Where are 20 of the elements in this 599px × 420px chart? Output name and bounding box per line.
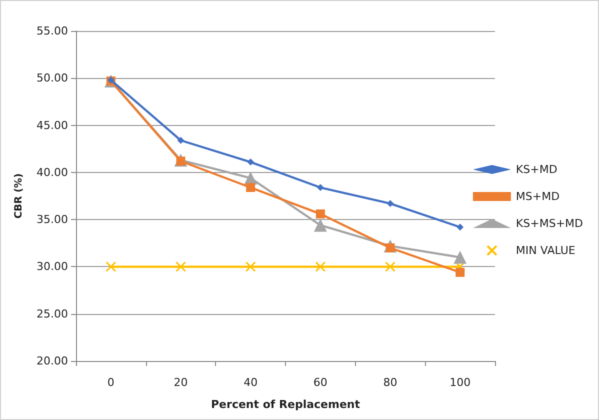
y-axis-title: CBR (%) bbox=[14, 173, 24, 219]
legend-label: KS+MD bbox=[516, 163, 558, 176]
x-tick-label: 0 bbox=[107, 376, 114, 389]
x-tick-label: 60 bbox=[313, 376, 328, 389]
legend-label: MS+MD bbox=[516, 190, 560, 203]
y-tick-label: 45.00 bbox=[36, 118, 68, 132]
x-tick-label: 20 bbox=[174, 376, 188, 389]
y-tick-label: 20.00 bbox=[36, 354, 68, 368]
y-tick-label: 50.00 bbox=[36, 72, 68, 85]
legend-label: KS+MS+MD bbox=[516, 217, 584, 230]
legend-label: MIN VALUE bbox=[516, 244, 576, 257]
y-tick-label: 40.00 bbox=[36, 166, 68, 179]
y-tick-label: 25.00 bbox=[36, 307, 68, 320]
y-tick-label: 55.00 bbox=[36, 24, 68, 38]
x-tick-label: 100 bbox=[450, 376, 471, 389]
y-tick-label: 30.00 bbox=[36, 260, 68, 274]
x-tick-label: 80 bbox=[383, 376, 398, 389]
y-tick-label: 35.00 bbox=[36, 213, 68, 226]
x-axis-title: Percent of Replacement bbox=[210, 398, 360, 411]
x-tick-label: 40 bbox=[244, 376, 258, 389]
